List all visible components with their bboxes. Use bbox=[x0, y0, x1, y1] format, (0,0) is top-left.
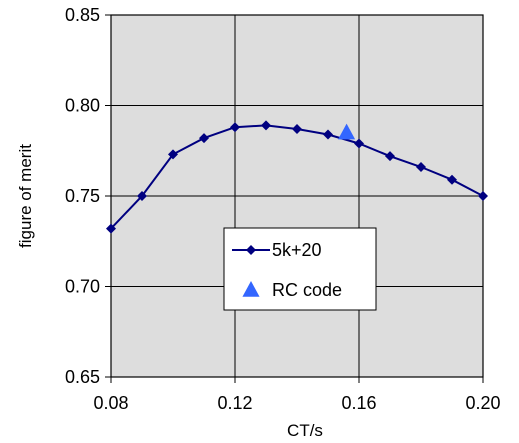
gridlines bbox=[105, 14, 484, 383]
data-point-5k20 bbox=[168, 149, 178, 160]
y-tick-label: 0.75 bbox=[65, 186, 100, 206]
data-point-5k20 bbox=[106, 223, 116, 234]
legend-triangle-marker bbox=[242, 281, 260, 297]
x-tick-label: 0.12 bbox=[217, 393, 252, 413]
data-point-5k20 bbox=[230, 122, 240, 133]
data-point-5k20 bbox=[292, 124, 302, 135]
y-tick-label: 0.80 bbox=[65, 96, 100, 116]
data-point-5k20 bbox=[261, 120, 271, 131]
x-tick-label: 0.20 bbox=[465, 393, 500, 413]
data-point-5k20 bbox=[385, 151, 395, 162]
data-point-5k20 bbox=[447, 174, 457, 185]
tick-labels: 0.65 0.70 0.75 0.80 0.85 0.08 0.12 0.16 0.20 bbox=[65, 5, 501, 413]
y-tick-label: 0.70 bbox=[65, 277, 100, 297]
data-point-5k20 bbox=[199, 133, 209, 144]
y-tick-label: 0.85 bbox=[65, 5, 100, 25]
data-point-5k20 bbox=[416, 162, 426, 173]
x-axis-title: CT/s bbox=[287, 421, 323, 440]
data-point-rc-code bbox=[338, 123, 356, 140]
x-tick-label: 0.08 bbox=[93, 393, 128, 413]
legend-label-rc-code: RC code bbox=[272, 280, 342, 300]
y-axis-title: figure of merit bbox=[16, 144, 35, 248]
data-point-5k20 bbox=[137, 191, 147, 201]
y-tick-label: 0.65 bbox=[65, 367, 100, 387]
x-tick-label: 0.16 bbox=[341, 393, 376, 413]
legend: 5k+20 RC code bbox=[223, 227, 377, 311]
legend-label-5k20: 5k+20 bbox=[272, 240, 322, 260]
data-point-5k20 bbox=[323, 129, 333, 140]
data-point-5k20 bbox=[478, 191, 488, 201]
legend-diamond-marker bbox=[246, 245, 256, 255]
series-layer bbox=[106, 120, 488, 234]
data-point-5k20 bbox=[354, 138, 364, 149]
